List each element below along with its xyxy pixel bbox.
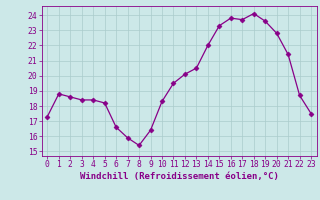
X-axis label: Windchill (Refroidissement éolien,°C): Windchill (Refroidissement éolien,°C) — [80, 172, 279, 181]
